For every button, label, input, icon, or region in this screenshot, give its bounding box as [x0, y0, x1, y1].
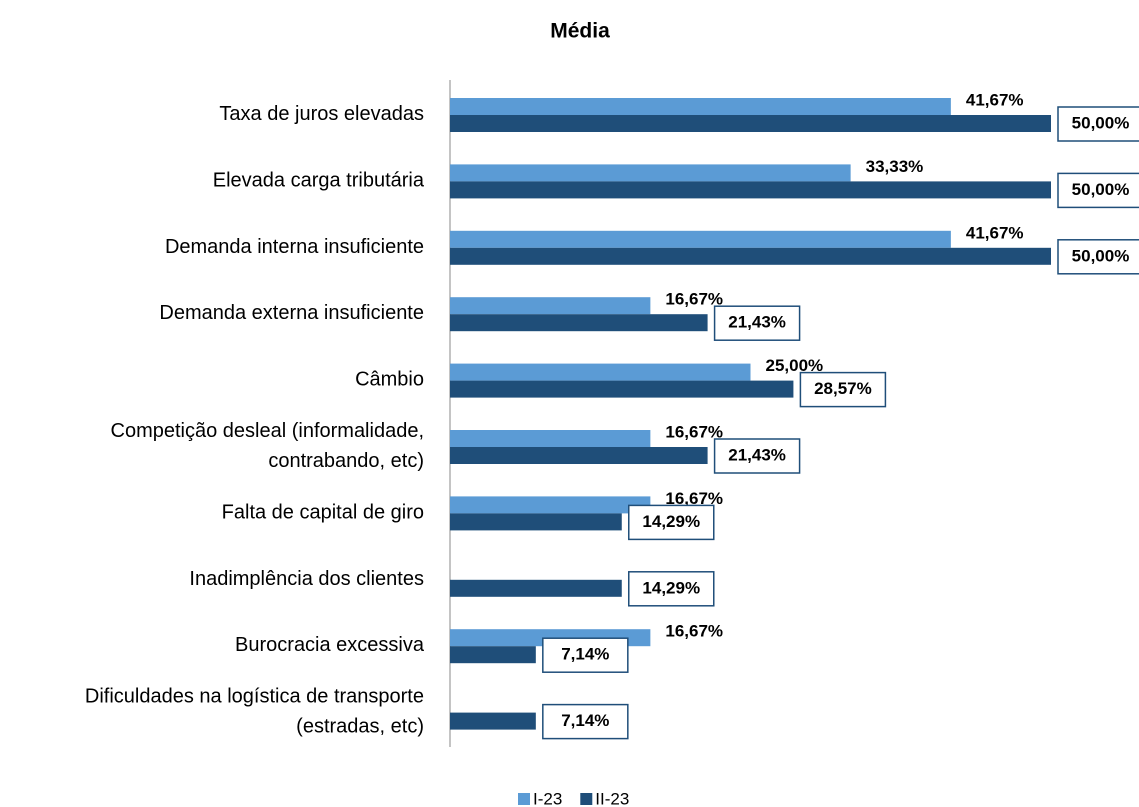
value-label: 50,00% — [1072, 246, 1130, 265]
bar — [450, 380, 794, 398]
bar — [450, 430, 651, 447]
value-label-box — [713, 438, 801, 474]
legend-swatch — [518, 793, 530, 805]
bar — [450, 513, 622, 531]
bar — [450, 98, 951, 115]
category-label: Burocracia excessiva — [235, 634, 425, 656]
category-label: Competição desleal (informalidade, contra… — [111, 420, 425, 472]
category-label: Dificuldades na logística de transporte(… — [85, 686, 424, 738]
value-label-box — [1057, 172, 1139, 209]
category-label: Câmbio — [355, 369, 424, 391]
bar — [450, 181, 1051, 199]
bar — [450, 247, 1051, 265]
category-label: Taxa de juros elevadas — [219, 103, 424, 125]
value-label: 14,29% — [642, 512, 700, 531]
category-label: Falta de capital de giro — [222, 502, 424, 524]
category-label: Demanda externa insuficiente — [159, 302, 424, 324]
value-label: 50,00% — [1072, 113, 1130, 132]
value-label-box — [628, 571, 715, 607]
value-label-box — [799, 371, 887, 408]
bar — [450, 115, 1051, 132]
value-label: 14,29% — [642, 578, 700, 597]
bar — [450, 164, 851, 182]
legend-swatch — [580, 793, 593, 805]
bar — [450, 712, 536, 730]
value-label-box — [628, 504, 715, 541]
value-label: 25,00% — [766, 356, 824, 375]
value-label: 16,67% — [665, 290, 723, 309]
value-label-box — [542, 703, 629, 740]
bar — [450, 447, 708, 464]
value-label: 16,67% — [665, 489, 723, 508]
legend-label: I-23 — [533, 789, 562, 807]
legend-label: II-23 — [595, 789, 629, 807]
value-label: 41,67% — [966, 223, 1024, 242]
chart-title: Média — [550, 20, 610, 43]
bar — [450, 314, 708, 332]
bar — [450, 646, 536, 664]
value-label: 16,67% — [665, 422, 723, 441]
bar — [450, 230, 951, 248]
category-label: Demanda interna insuficiente — [165, 236, 424, 258]
value-label: 21,43% — [728, 313, 786, 332]
category-label: Elevada carga tributária — [213, 170, 425, 192]
value-label-box — [713, 305, 801, 341]
value-label: 16,67% — [665, 622, 723, 641]
value-label: 21,43% — [728, 445, 786, 464]
category-label: Inadimplência dos clientes — [189, 568, 424, 590]
bar — [450, 363, 751, 381]
value-label: 41,67% — [966, 90, 1024, 109]
value-label: 7,14% — [561, 711, 609, 730]
value-label-box — [542, 637, 629, 673]
value-label-box — [1057, 106, 1139, 142]
bar — [450, 496, 651, 514]
value-label: 50,00% — [1072, 180, 1130, 199]
value-label: 7,14% — [561, 645, 609, 664]
bar — [450, 297, 651, 315]
value-label-box — [1057, 239, 1139, 275]
value-label: 33,33% — [866, 157, 924, 176]
bar — [450, 579, 622, 597]
value-label: 28,57% — [814, 379, 872, 398]
